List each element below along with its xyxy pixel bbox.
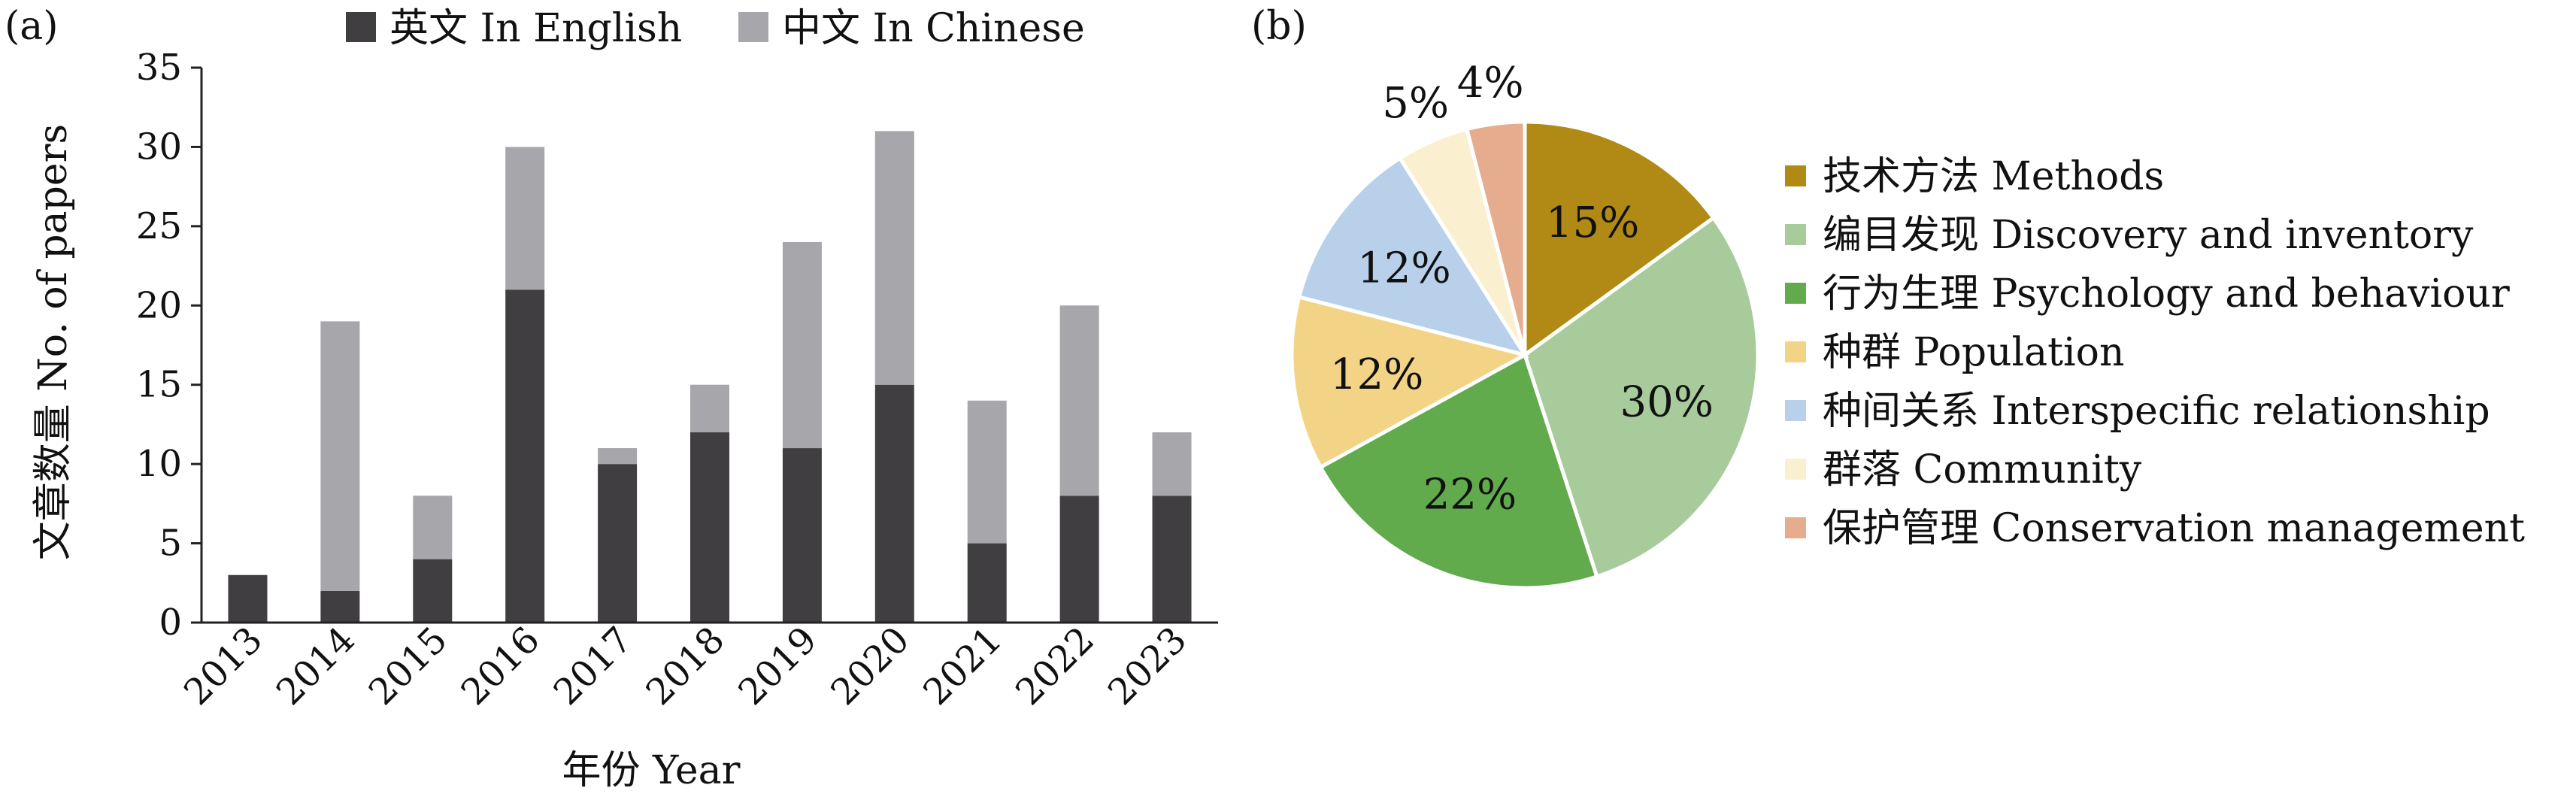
- y-tick-label: 20: [136, 284, 182, 326]
- x-tick-label: 2023: [1100, 619, 1195, 714]
- y-tick-label: 10: [136, 443, 182, 485]
- bar-segment-english: [1152, 495, 1192, 623]
- pie-slice-label: 15%: [1546, 198, 1639, 247]
- panel-b-label: (b): [1251, 4, 1307, 49]
- y-tick-label: 30: [136, 126, 182, 168]
- pie-slice: [1290, 294, 1530, 470]
- pie-legend: 技术方法 Methods 编目发现 Discovery and inventory…: [1785, 154, 2525, 551]
- pie-slice-label: 22%: [1423, 470, 1517, 519]
- bar-chart-panel: (a) 英文 In English 中文 In Chinese 文章数量 No.…: [5, 4, 1218, 793]
- bar-segment-chinese: [1059, 305, 1099, 496]
- bar-segment-chinese: [505, 147, 545, 290]
- pie-slice: [1523, 215, 1760, 579]
- bar-segment-chinese: [320, 321, 360, 591]
- bar-segment-chinese: [967, 400, 1007, 544]
- legend-swatch-chinese: [738, 12, 768, 42]
- bar-segment-chinese: [782, 241, 822, 449]
- pie-slice-label: 4%: [1457, 59, 1524, 108]
- pie-legend-label: 编目发现 Discovery and inventory: [1823, 213, 2474, 258]
- pie-slice-label: 5%: [1382, 79, 1449, 128]
- panel-a-label: (a): [5, 4, 59, 49]
- x-tick-label: 2020: [823, 619, 917, 714]
- x-axis: 2013201420152016201720182019202020212022…: [176, 619, 1195, 714]
- pie-legend-swatch: [1785, 283, 1806, 304]
- pie-legend-swatch: [1785, 400, 1806, 421]
- bar-segment-english: [413, 559, 453, 623]
- bar-segment-english: [782, 448, 822, 623]
- x-tick-label: 2021: [915, 619, 1010, 714]
- bar-segment-english: [1059, 495, 1099, 623]
- bar-segment-english: [228, 574, 268, 623]
- pie: 15% 30% 22% 12% 12% 5% 4%: [1290, 59, 1760, 590]
- bar-segment-english: [320, 590, 360, 623]
- bar-segment-chinese: [1152, 432, 1192, 496]
- y-tick-label: 5: [159, 523, 182, 565]
- pie-legend-label: 技术方法 Methods: [1823, 154, 2164, 199]
- pie-slice: [1464, 120, 1527, 356]
- pie-legend-label: 行为生理 Psychology and behaviour: [1823, 271, 2510, 317]
- x-tick-label: 2014: [268, 619, 363, 714]
- pie-legend-swatch: [1785, 224, 1806, 245]
- y-tick-label: 35: [136, 47, 182, 89]
- x-tick-label: 2019: [730, 619, 825, 714]
- x-tick-label: 2022: [1008, 619, 1102, 714]
- pie-slice-label: 12%: [1357, 244, 1450, 292]
- y-tick-label: 25: [136, 205, 182, 247]
- pie-chart-panel: (b) 15% 30% 22% 12% 12% 5% 4% 技术方法 Methods 编目发现…: [1251, 4, 2525, 590]
- pie-legend-swatch: [1785, 165, 1806, 186]
- legend-swatch-english: [346, 12, 376, 42]
- pie-legend-swatch: [1785, 459, 1806, 480]
- bar-segment-chinese: [874, 131, 914, 385]
- bar-segment-chinese: [690, 384, 729, 432]
- pie-legend-label: 种间关系 Interspecific relationship: [1823, 389, 2490, 434]
- bars: [228, 131, 1192, 623]
- y-tick-label: 15: [136, 364, 182, 406]
- bar-segment-english: [690, 432, 729, 623]
- pie-slice: [1296, 155, 1529, 358]
- bar-segment-english: [967, 543, 1007, 623]
- pie-slice: [1317, 352, 1599, 590]
- pie-legend-label: 种群 Population: [1823, 330, 2124, 375]
- bar-segment-english: [505, 289, 545, 623]
- bar-segment-chinese: [598, 448, 638, 465]
- bar-segment-english: [598, 464, 638, 623]
- pie-slice: [1523, 120, 1717, 359]
- y-tick-label: 0: [159, 602, 182, 644]
- bar-legend: 英文 In English 中文 In Chinese: [346, 6, 1085, 51]
- x-tick-label: 2017: [546, 619, 641, 714]
- pie-legend-label: 群落 Community: [1823, 447, 2142, 492]
- x-tick-label: 2018: [638, 619, 733, 714]
- legend-label-english: 英文 In English: [389, 6, 682, 51]
- x-tick-label: 2013: [176, 619, 271, 714]
- pie-legend-swatch: [1785, 341, 1806, 362]
- y-axis-title: 文章数量 No. of papers: [31, 124, 76, 560]
- x-tick-label: 2015: [361, 619, 456, 714]
- x-tick-label: 2016: [453, 619, 548, 714]
- x-axis-title: 年份 Year: [562, 748, 741, 793]
- bar-segment-english: [874, 384, 914, 623]
- legend-label-chinese: 中文 In Chinese: [782, 6, 1085, 51]
- bar-segment-chinese: [413, 495, 453, 559]
- pie-slice-label: 12%: [1330, 350, 1423, 399]
- pie-legend-swatch: [1785, 517, 1806, 538]
- y-axis: 0 5 10 15 20 25 30 35: [136, 47, 202, 644]
- pie-legend-label: 保护管理 Conservation management: [1823, 506, 2525, 551]
- pie-slice-label: 30%: [1620, 377, 1713, 426]
